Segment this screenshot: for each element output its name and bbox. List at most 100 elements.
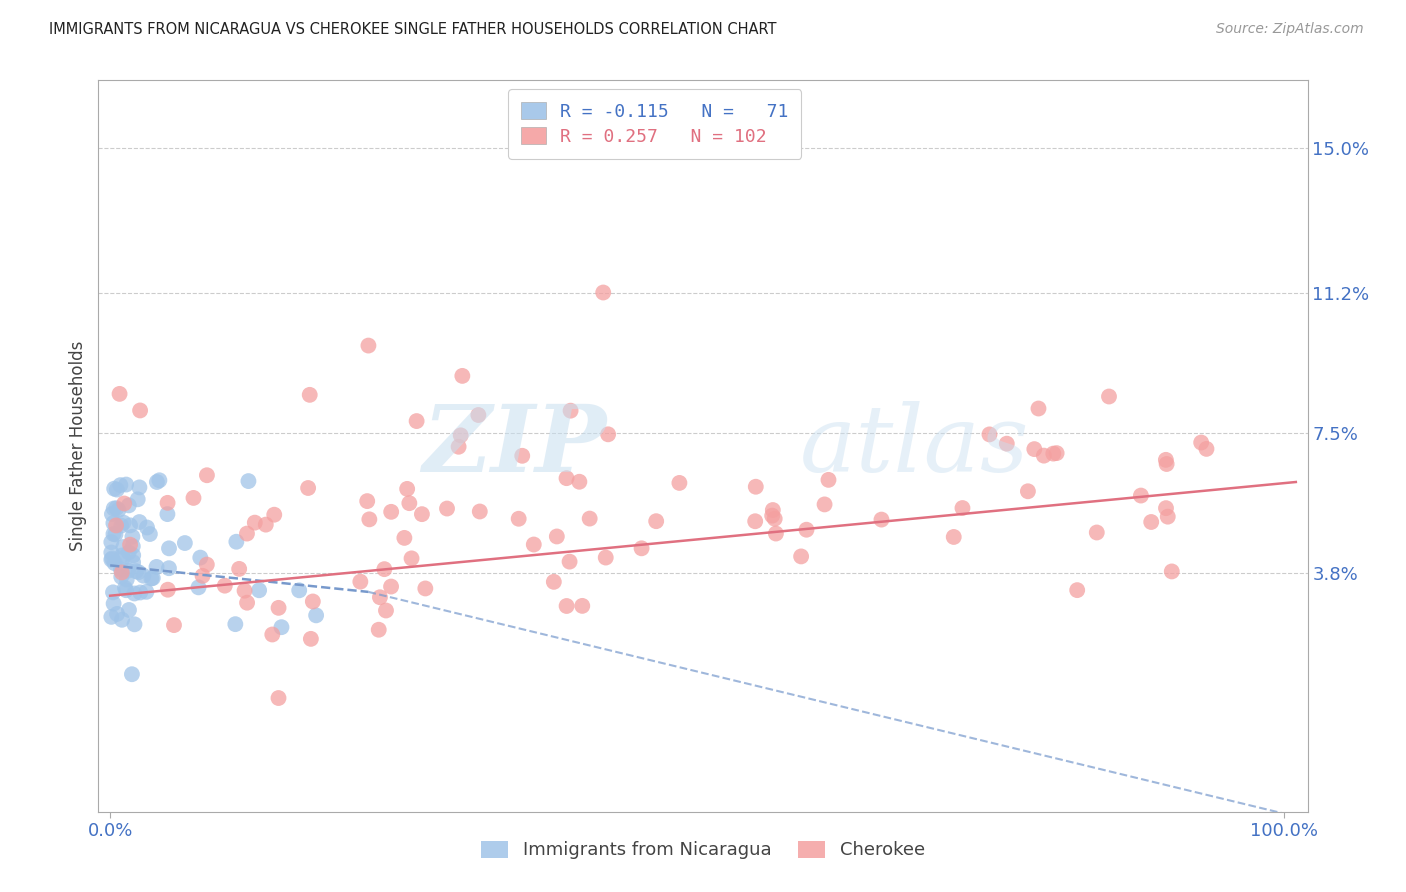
Point bbox=[122, 549, 145, 563]
Point bbox=[112, 516, 135, 530]
Point bbox=[467, 408, 489, 422]
Point bbox=[592, 285, 614, 300]
Point bbox=[128, 480, 150, 494]
Point bbox=[124, 586, 146, 600]
Point bbox=[157, 541, 180, 556]
Point bbox=[555, 599, 578, 613]
Point bbox=[111, 566, 134, 580]
Point bbox=[555, 471, 578, 485]
Point bbox=[349, 574, 371, 589]
Point bbox=[373, 562, 395, 576]
Point bbox=[595, 550, 617, 565]
Point bbox=[357, 338, 380, 352]
Point bbox=[952, 501, 974, 516]
Point bbox=[118, 603, 141, 617]
Point bbox=[105, 501, 128, 516]
Point bbox=[145, 560, 167, 574]
Point bbox=[173, 536, 195, 550]
Point bbox=[744, 514, 766, 528]
Text: Source: ZipAtlas.com: Source: ZipAtlas.com bbox=[1216, 22, 1364, 37]
Point bbox=[103, 556, 125, 570]
Point bbox=[262, 627, 284, 641]
Point bbox=[112, 540, 135, 554]
Point bbox=[790, 549, 813, 564]
Point bbox=[796, 523, 818, 537]
Point bbox=[356, 494, 378, 508]
Point bbox=[121, 667, 143, 681]
Point bbox=[765, 526, 787, 541]
Point bbox=[510, 449, 533, 463]
Text: IMMIGRANTS FROM NICARAGUA VS CHEROKEE SINGLE FATHER HOUSEHOLDS CORRELATION CHART: IMMIGRANTS FROM NICARAGUA VS CHEROKEE SI… bbox=[49, 22, 776, 37]
Point bbox=[398, 496, 420, 510]
Point bbox=[645, 514, 668, 528]
Point bbox=[1098, 390, 1121, 404]
Point bbox=[558, 555, 581, 569]
Point bbox=[103, 501, 125, 516]
Point bbox=[195, 558, 218, 572]
Point bbox=[598, 427, 620, 442]
Point bbox=[247, 583, 270, 598]
Point bbox=[111, 549, 134, 563]
Point bbox=[125, 564, 148, 578]
Point bbox=[763, 512, 786, 526]
Point bbox=[368, 591, 391, 605]
Point bbox=[305, 608, 328, 623]
Point bbox=[297, 481, 319, 495]
Point bbox=[122, 555, 145, 569]
Point bbox=[148, 473, 170, 487]
Text: atlas: atlas bbox=[800, 401, 1029, 491]
Point bbox=[979, 427, 1001, 442]
Point bbox=[136, 520, 159, 534]
Point bbox=[101, 585, 124, 599]
Point bbox=[214, 579, 236, 593]
Point bbox=[396, 482, 419, 496]
Point bbox=[103, 597, 125, 611]
Point bbox=[103, 527, 125, 541]
Point bbox=[299, 632, 322, 646]
Point bbox=[394, 531, 416, 545]
Point bbox=[132, 568, 155, 582]
Point bbox=[668, 475, 690, 490]
Point bbox=[762, 503, 785, 517]
Point bbox=[942, 530, 965, 544]
Point bbox=[375, 603, 398, 617]
Point bbox=[254, 517, 277, 532]
Point bbox=[146, 475, 169, 489]
Point bbox=[1154, 453, 1177, 467]
Point bbox=[100, 545, 122, 559]
Point bbox=[411, 507, 433, 521]
Point bbox=[115, 573, 138, 587]
Point bbox=[568, 475, 591, 489]
Point bbox=[111, 551, 134, 566]
Point bbox=[405, 414, 427, 428]
Point bbox=[139, 527, 162, 541]
Point bbox=[157, 561, 180, 575]
Point bbox=[571, 599, 593, 613]
Point bbox=[451, 368, 474, 383]
Point bbox=[100, 535, 122, 549]
Point bbox=[298, 388, 321, 402]
Point bbox=[817, 473, 839, 487]
Point bbox=[135, 584, 157, 599]
Point bbox=[238, 474, 260, 488]
Point bbox=[110, 570, 132, 584]
Point bbox=[101, 507, 124, 521]
Point bbox=[1028, 401, 1050, 416]
Point bbox=[543, 574, 565, 589]
Point bbox=[129, 585, 152, 599]
Point bbox=[100, 552, 122, 566]
Point bbox=[156, 507, 179, 521]
Point bbox=[1140, 515, 1163, 529]
Point bbox=[105, 518, 128, 533]
Point bbox=[1032, 449, 1054, 463]
Point bbox=[142, 571, 165, 585]
Point bbox=[267, 691, 290, 706]
Point bbox=[101, 551, 124, 566]
Point bbox=[112, 496, 135, 510]
Point bbox=[187, 580, 209, 594]
Point bbox=[105, 483, 128, 497]
Point bbox=[129, 403, 152, 417]
Point bbox=[120, 538, 142, 552]
Point bbox=[1024, 442, 1046, 456]
Point bbox=[1189, 435, 1212, 450]
